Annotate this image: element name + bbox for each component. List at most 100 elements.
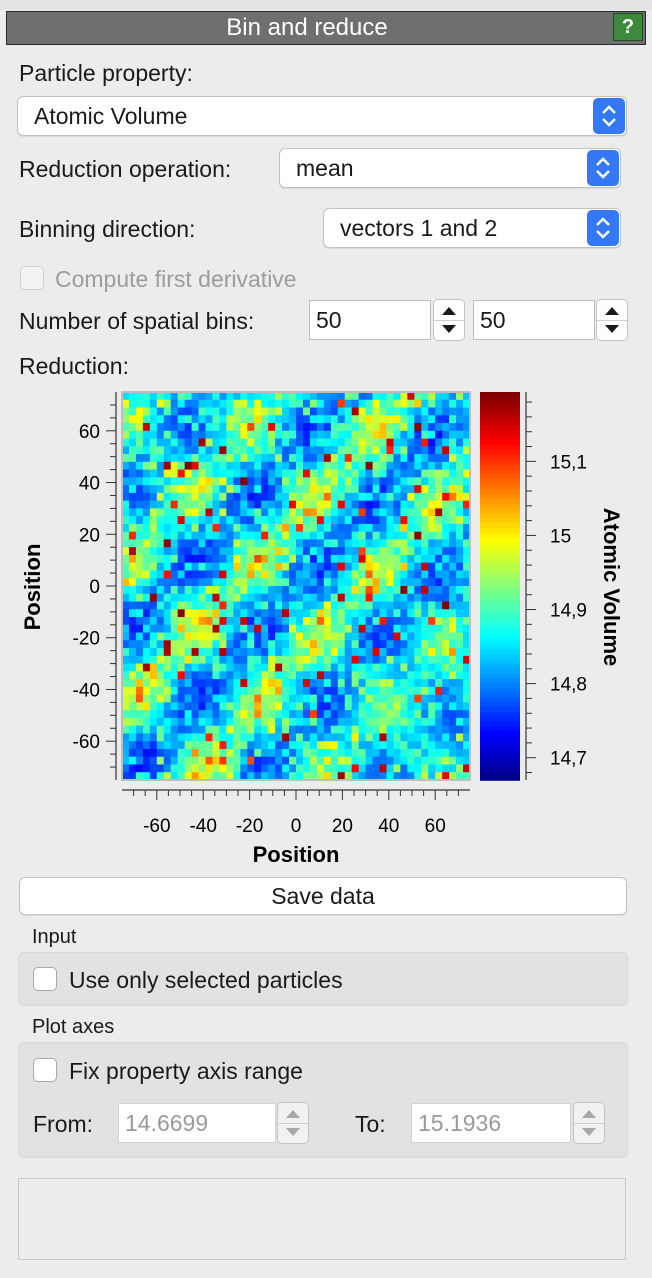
heatmap-cell bbox=[302, 430, 311, 440]
x-axis: -60 -40 -20 0 20 40 60 bbox=[122, 789, 470, 837]
to-stepper[interactable] bbox=[573, 1102, 605, 1144]
heatmap-cell bbox=[261, 624, 269, 634]
selected-only-label: Use only selected particles bbox=[69, 967, 343, 993]
x-tick-label: 40 bbox=[378, 816, 399, 837]
heatmap-cell bbox=[449, 717, 457, 727]
heatmap-cell bbox=[275, 617, 283, 626]
heatmap-cell bbox=[198, 772, 207, 781]
heatmap-cell bbox=[198, 469, 207, 478]
heatmap-cell bbox=[261, 485, 269, 494]
particle-property-select[interactable]: Atomic Volume bbox=[17, 96, 627, 136]
colorbar-segment bbox=[480, 629, 520, 636]
heatmap-cell bbox=[177, 516, 186, 525]
derivative-checkbox[interactable] bbox=[20, 266, 44, 290]
heatmap-cell bbox=[379, 764, 388, 773]
x-tick-label: 0 bbox=[291, 816, 302, 837]
heatmap-cell bbox=[254, 469, 262, 478]
heatmap-cell bbox=[316, 741, 325, 750]
heatmap-cell bbox=[261, 554, 269, 564]
heatmap-cell bbox=[414, 399, 422, 409]
heatmap-cell bbox=[296, 586, 304, 595]
heatmap-cell bbox=[309, 454, 318, 463]
heatmap-cell bbox=[351, 492, 360, 502]
heatmap-cell bbox=[163, 562, 172, 572]
heatmap-cell bbox=[163, 648, 172, 657]
heatmap-cell bbox=[365, 725, 374, 735]
colorbar-segment bbox=[480, 595, 520, 602]
to-input[interactable]: 15.1936 bbox=[411, 1103, 571, 1143]
heatmap-cell bbox=[400, 508, 408, 517]
bins-x-stepper[interactable] bbox=[433, 299, 465, 341]
heatmap-cell bbox=[275, 554, 283, 564]
heatmap-cell bbox=[372, 663, 381, 672]
heatmap-cell bbox=[407, 586, 415, 595]
heatmap-cell bbox=[205, 477, 214, 486]
selected-only-checkbox[interactable] bbox=[33, 967, 57, 991]
heatmap-cell bbox=[240, 438, 248, 447]
help-button[interactable]: ? bbox=[613, 13, 643, 41]
heatmap-cell bbox=[268, 539, 276, 548]
heatmap-cell bbox=[226, 741, 234, 750]
heatmap-cell bbox=[372, 461, 381, 471]
heatmap-cell bbox=[316, 554, 325, 564]
bins-x-input[interactable]: 50 bbox=[309, 300, 431, 340]
heatmap-cell bbox=[379, 748, 388, 758]
heatmap-cell bbox=[149, 601, 158, 610]
colorbar-segment bbox=[480, 518, 520, 524]
heatmap-cell bbox=[205, 469, 214, 478]
heatmap-cell bbox=[254, 586, 262, 595]
reduction-operation-select[interactable]: mean bbox=[279, 148, 621, 188]
from-input[interactable]: 14.6699 bbox=[118, 1103, 276, 1143]
heatmap-cell bbox=[142, 632, 151, 641]
bins-y-stepper[interactable] bbox=[596, 299, 628, 341]
heatmap-cell bbox=[351, 438, 360, 447]
heatmap-cell bbox=[122, 469, 130, 478]
heatmap-cell bbox=[323, 586, 332, 595]
heatmap-cell bbox=[400, 617, 408, 626]
heatmap-cell bbox=[163, 423, 172, 432]
heatmap-cell bbox=[296, 624, 304, 634]
heatmap-cell bbox=[309, 392, 318, 401]
heatmap-cell bbox=[282, 694, 290, 703]
heatmap-cell bbox=[365, 500, 374, 509]
heatmap-cell bbox=[135, 438, 144, 447]
heatmap-cell bbox=[302, 415, 311, 424]
heatmap-cell bbox=[337, 710, 346, 719]
binning-direction-select[interactable]: vectors 1 and 2 bbox=[323, 208, 621, 248]
save-data-button[interactable]: Save data bbox=[19, 877, 627, 915]
heatmap-cell bbox=[463, 640, 471, 649]
heatmap-cell bbox=[428, 477, 436, 486]
heatmap-cell bbox=[414, 772, 422, 781]
heatmap-cell bbox=[170, 523, 179, 533]
heatmap-cell bbox=[344, 764, 353, 773]
heatmap-cell bbox=[247, 764, 255, 773]
heatmap-cell bbox=[421, 648, 429, 657]
heatmap-cell bbox=[177, 624, 186, 634]
heatmap-cell bbox=[456, 741, 464, 750]
heatmap-cell bbox=[282, 679, 290, 688]
heatmap-cell bbox=[386, 601, 395, 610]
heatmap-cell bbox=[400, 725, 408, 735]
heatmap-cell bbox=[393, 756, 401, 766]
heatmap-cell bbox=[379, 547, 388, 556]
heatmap-cell bbox=[428, 392, 436, 401]
heatmap-cell bbox=[122, 655, 130, 665]
heatmap-cell bbox=[289, 586, 297, 595]
heatmap-cell bbox=[316, 733, 325, 742]
heatmap-cell bbox=[142, 748, 151, 758]
from-stepper[interactable] bbox=[277, 1102, 309, 1144]
heatmap-cell bbox=[184, 756, 193, 766]
heatmap-cell bbox=[205, 609, 214, 618]
heatmap-cell bbox=[330, 469, 339, 478]
colorbar-segment bbox=[480, 576, 520, 582]
heatmap-cell bbox=[149, 539, 158, 548]
fix-range-checkbox[interactable] bbox=[33, 1058, 57, 1082]
heatmap-cell bbox=[351, 446, 360, 455]
heatmap-cell bbox=[296, 686, 304, 696]
heatmap-cell bbox=[122, 531, 130, 541]
heatmap-cell bbox=[316, 772, 325, 781]
heatmap-cell bbox=[128, 624, 137, 634]
heatmap-cell bbox=[226, 764, 234, 773]
heatmap-cell bbox=[316, 461, 325, 471]
bins-y-input[interactable]: 50 bbox=[473, 300, 595, 340]
